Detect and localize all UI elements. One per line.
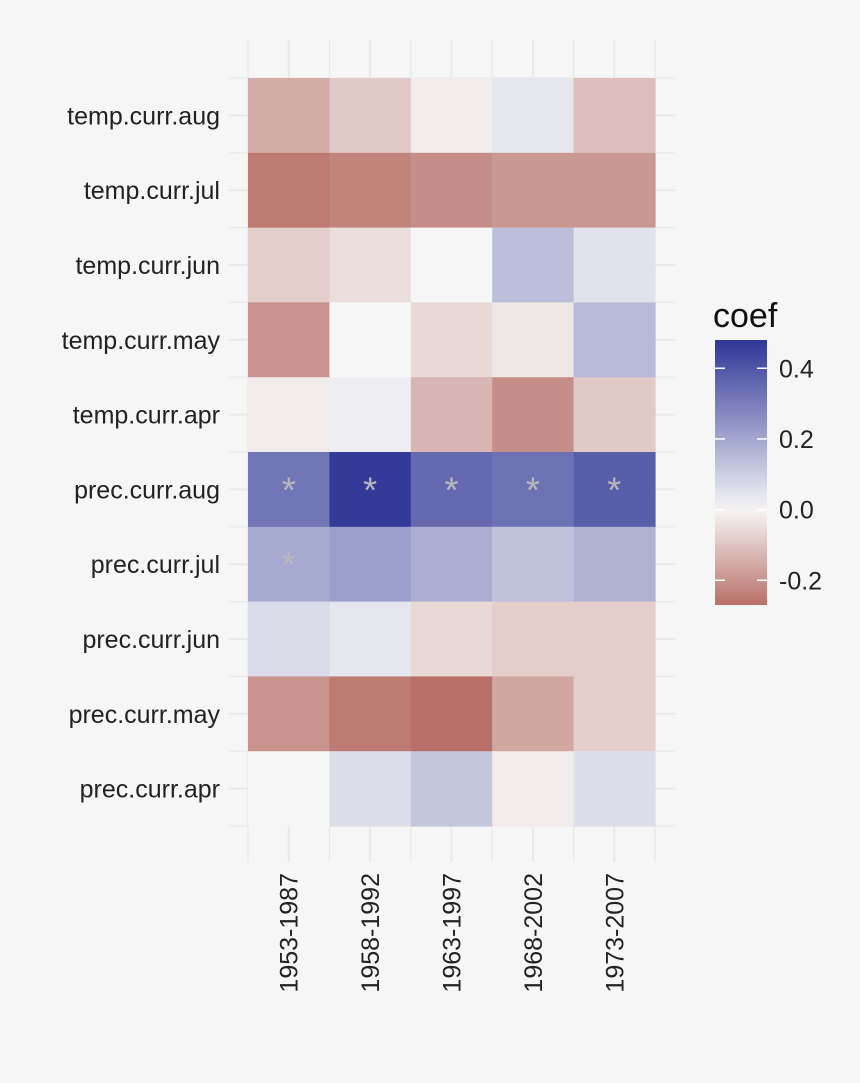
heatmap-cell: [492, 751, 575, 827]
heatmap-cell: [410, 452, 493, 528]
heatmap-cell: [248, 601, 330, 677]
heatmap-cell: [492, 78, 575, 154]
heatmap-cell: [248, 227, 330, 303]
heatmap-cell: [492, 227, 575, 303]
heatmap-cell: [329, 601, 412, 677]
heatmap-cell: [329, 452, 412, 528]
heatmap-cell: [248, 751, 330, 827]
heatmap-cell: [492, 452, 575, 528]
significance-marker: *: [282, 544, 296, 585]
heatmap-cell: [248, 452, 330, 528]
heatmap-cell: [410, 601, 493, 677]
heatmap-cell: [492, 302, 575, 378]
heatmap-cell: [248, 152, 330, 229]
heatmap-cell: [248, 78, 330, 154]
heatmap-cell: [573, 78, 656, 154]
heatmap-cell: [492, 526, 575, 603]
y-tick-label: temp.curr.apr: [73, 402, 220, 430]
legend-tick-label: -0.2: [779, 567, 822, 595]
heatmap-cell: [410, 227, 493, 303]
heatmap-cell: [492, 377, 575, 453]
x-tick-label: 1968-2002: [520, 873, 548, 993]
significance-marker: *: [444, 469, 458, 510]
y-tick-label: temp.curr.may: [62, 327, 221, 355]
heatmap-cell: [492, 152, 575, 229]
y-tick-label: prec.curr.jun: [82, 626, 220, 654]
heatmap-cell: [329, 227, 412, 303]
heatmap-cell: [410, 676, 493, 752]
heatmap-cells: [248, 78, 656, 827]
y-tick-label: temp.curr.aug: [67, 102, 220, 130]
y-tick-label: temp.curr.jun: [75, 252, 220, 280]
legend-title: coef: [713, 297, 778, 335]
significance-marker: *: [526, 469, 540, 510]
heatmap-cell: [573, 526, 656, 603]
heatmap-cell: [410, 526, 493, 603]
heatmap-cell: [410, 152, 493, 229]
heatmap-cell: [329, 751, 412, 827]
heatmap-cell: [573, 152, 656, 229]
y-tick-label: prec.curr.jul: [91, 551, 220, 579]
significance-marker: *: [363, 469, 377, 510]
heatmap-cell: [492, 601, 575, 677]
x-tick-label: 1958-1992: [357, 873, 385, 993]
heatmap-cell: [248, 377, 330, 453]
x-tick-label: 1973-2007: [601, 873, 629, 993]
heatmap-cell: [329, 676, 412, 752]
heatmap-cell: [573, 452, 656, 528]
heatmap-cell: [329, 302, 412, 378]
legend-tick-label: 0.0: [779, 497, 814, 525]
heatmap-cell: [573, 302, 656, 378]
heatmap-cell: [248, 676, 330, 752]
x-tick-label: 1963-1997: [439, 873, 467, 993]
heatmap-cell: [329, 377, 412, 453]
heatmap-cell: [573, 676, 656, 752]
x-tick-labels: 1953-1987 1958-1992 1963-1997 1968-2002 1973…: [276, 873, 630, 993]
legend-colorbar: [715, 340, 767, 605]
heatmap-cell: [573, 601, 656, 677]
x-tick-label: 1953-1987: [276, 873, 304, 993]
heatmap-cell: [410, 302, 493, 378]
color-legend: coef 0.4 0.2 0.0 -0.2: [713, 297, 822, 605]
legend-tick-label: 0.2: [779, 426, 814, 454]
heatmap-cell: [492, 676, 575, 752]
heatmap-cell: [573, 751, 656, 827]
heatmap-cell: [329, 78, 412, 154]
legend-tick-label: 0.4: [779, 355, 814, 383]
heatmap-cell: [248, 526, 330, 603]
heatmap-cell: [410, 377, 493, 453]
heatmap-cell: [329, 526, 412, 603]
heatmap-cell: [410, 751, 493, 827]
significance-markers: * * * * * *: [282, 469, 622, 585]
heatmap-cell: [248, 302, 330, 378]
significance-marker: *: [282, 469, 296, 510]
heatmap-cell: [410, 78, 493, 154]
y-tick-label: prec.curr.may: [69, 701, 221, 729]
y-tick-labels: temp.curr.aug temp.curr.jul temp.curr.jun t…: [62, 102, 221, 803]
heatmap-cell: [573, 227, 656, 303]
heatmap-cell: [573, 377, 656, 453]
y-tick-label: prec.curr.apr: [80, 776, 220, 804]
y-tick-label: temp.curr.jul: [84, 177, 220, 205]
heatmap-cell: [329, 152, 412, 229]
significance-marker: *: [607, 469, 621, 510]
y-tick-label: prec.curr.aug: [74, 476, 220, 504]
